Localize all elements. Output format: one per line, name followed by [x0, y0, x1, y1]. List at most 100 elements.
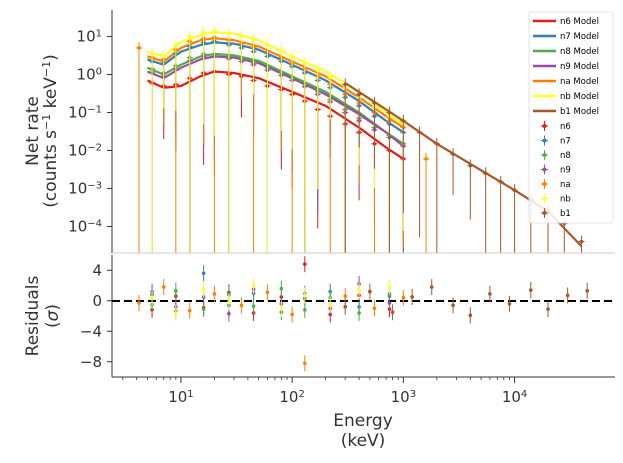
- residual-point: [368, 289, 372, 294]
- residual-series-na: [137, 279, 406, 372]
- residual-point: [357, 289, 361, 293]
- data-point: [315, 68, 320, 73]
- legend-data-label: n9: [560, 166, 571, 176]
- data-point: [137, 46, 141, 50]
- bottom-y-label: Residuals: [23, 276, 43, 357]
- residual-point: [529, 288, 533, 292]
- residual-point: [303, 308, 307, 312]
- residual-point: [303, 361, 307, 366]
- residual-point: [429, 285, 434, 289]
- top-y-tick-label: 10−2: [68, 141, 102, 159]
- residual-series-n6: [150, 256, 392, 323]
- data-point: [290, 54, 294, 59]
- legend-data-label: b1: [560, 209, 571, 219]
- data-series-n7: [149, 35, 407, 253]
- top-y-label-units: (counts s−1 keV−1): [40, 54, 62, 208]
- legend-model-label: n6 Model: [560, 17, 599, 27]
- residual-point: [279, 307, 284, 311]
- residual-point: [401, 295, 406, 300]
- residual-point: [343, 294, 348, 298]
- data-point: [498, 179, 503, 184]
- residual-series-nb: [150, 277, 392, 321]
- residual-point: [187, 308, 192, 313]
- x-label: Energy: [333, 411, 393, 431]
- residual-point: [451, 303, 455, 308]
- data-series-n6: [149, 65, 407, 253]
- legend-data-label: n7: [560, 137, 571, 147]
- residual-series-b1: [343, 279, 590, 324]
- data-point: [401, 119, 406, 123]
- legend-model-label: na Model: [560, 77, 599, 87]
- legend-data-label: na: [560, 180, 571, 190]
- top-y-tick-label: 10−4: [68, 217, 102, 235]
- data-point: [579, 239, 584, 244]
- top-y-label: Net rate: [23, 96, 43, 166]
- data-point: [174, 43, 178, 47]
- residual-point: [150, 295, 154, 300]
- legend-data-marker: [542, 182, 547, 186]
- model-curves: [146, 31, 583, 248]
- data-point: [343, 82, 348, 87]
- residual-point: [290, 312, 294, 317]
- residual-point: [468, 313, 473, 318]
- x-ticks: 101 102 103 104: [122, 377, 527, 406]
- legend-data-marker: [542, 167, 547, 172]
- residual-point: [212, 292, 217, 296]
- legend-model-label: n8 Model: [560, 47, 599, 57]
- legend-data-marker: [542, 124, 547, 128]
- residual-point: [161, 285, 166, 289]
- residual-point: [239, 303, 244, 308]
- residual-point: [227, 300, 231, 305]
- top-y-ticks: 101 100 10−1 10−2 10−3 10−4: [68, 28, 112, 235]
- data-point: [265, 43, 270, 47]
- residual-point: [387, 285, 392, 289]
- data-point: [279, 49, 284, 53]
- bottom-y-tick-label: −8: [80, 353, 102, 371]
- model-curve-n6-model: [146, 70, 405, 160]
- legend-data-marker: [542, 196, 547, 201]
- top-y-tick-label: 10−1: [68, 104, 102, 122]
- residual-point: [585, 289, 590, 293]
- legend-frame: [528, 11, 614, 224]
- residual-point: [488, 292, 492, 296]
- x-label-units: (keV): [341, 431, 386, 451]
- residual-point: [201, 287, 206, 292]
- data-point: [227, 31, 231, 36]
- x-tick-label: 102: [279, 388, 304, 406]
- top-y-tick-label: 10−3: [68, 179, 102, 197]
- data-point: [372, 101, 377, 105]
- data-point: [239, 34, 244, 39]
- residual-point: [343, 305, 348, 309]
- bottom-y-ticks: 4 0 −4 −8: [80, 261, 112, 371]
- residual-point: [410, 295, 414, 299]
- data-point: [512, 188, 517, 193]
- residual-point: [201, 271, 206, 276]
- model-curve-n9-model: [146, 55, 405, 148]
- data-series-n9: [149, 50, 407, 253]
- data-point: [328, 75, 333, 80]
- legend-data-label: nb: [560, 195, 571, 205]
- data-point: [424, 157, 428, 161]
- residual-point: [265, 290, 270, 295]
- residual-point: [251, 283, 256, 288]
- legend-model-label: n7 Model: [560, 32, 599, 42]
- residual-point: [174, 311, 178, 315]
- residual-point: [174, 289, 178, 293]
- residual-point: [227, 311, 231, 316]
- data-point: [251, 38, 256, 43]
- data-point: [212, 29, 217, 33]
- data-point: [201, 30, 206, 35]
- residual-point: [390, 310, 395, 314]
- model-curve-n8-model: [146, 52, 405, 145]
- x-tick-label: 103: [391, 388, 416, 406]
- residual-point: [507, 302, 512, 306]
- legend-model-label: b1 Model: [560, 107, 599, 117]
- legend: n6 Model n7 Model n8 Model n9 Model na Model…: [528, 11, 614, 224]
- top-y-tick-label: 100: [77, 66, 102, 84]
- residual-point: [387, 301, 392, 305]
- residual-point: [303, 293, 307, 298]
- top-panel: 101 100 10−1 10−2 10−3 10−4 Net rate (counts …: [23, 10, 615, 254]
- residual-series-n7: [150, 265, 392, 321]
- residual-point: [357, 311, 361, 315]
